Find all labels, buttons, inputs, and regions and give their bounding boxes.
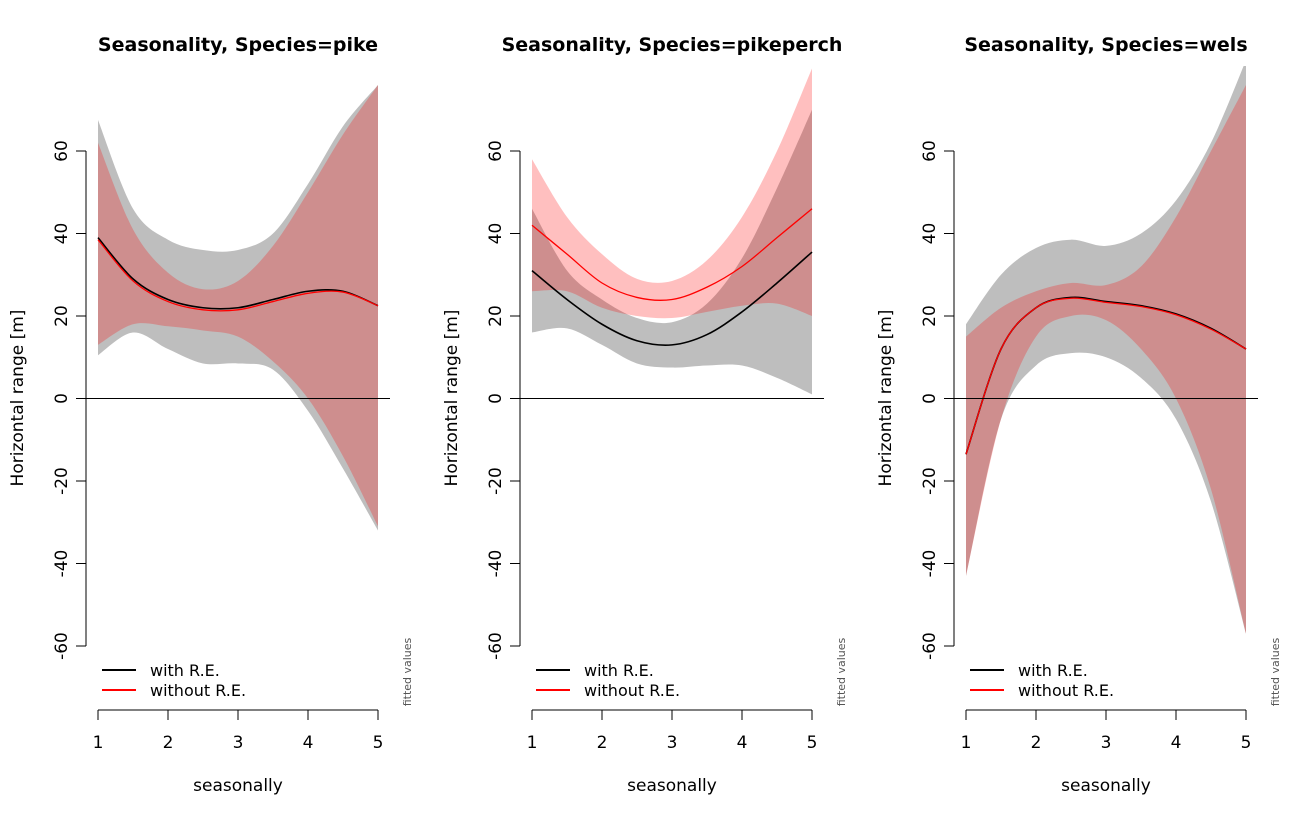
x-tick-label: 3 [233, 733, 244, 753]
x-tick-label: 4 [737, 733, 748, 753]
legend: with R.E.without R.E. [970, 661, 1114, 700]
confidence-band-without-re [532, 68, 812, 319]
series-line-without-re [97, 239, 379, 312]
legend: with R.E.without R.E. [536, 661, 680, 700]
fitted-values-note: fitted values [835, 637, 848, 706]
fitted-values-note: fitted values [1269, 637, 1282, 706]
y-tick-label: 60 [920, 140, 940, 162]
y-tick-label: 0 [52, 393, 72, 404]
y-tick-label: 40 [486, 223, 506, 245]
legend-label: without R.E. [584, 681, 680, 700]
y-tick-label: 40 [52, 223, 72, 245]
x-axis-label: seasonally [1061, 776, 1151, 796]
y-tick-label: 60 [486, 140, 506, 162]
y-tick-label: -60 [486, 632, 506, 660]
x-tick-label: 1 [961, 733, 972, 753]
confidence-band-with-re [532, 109, 812, 395]
y-tick-label: 0 [486, 393, 506, 404]
legend-label: without R.E. [1018, 681, 1114, 700]
legend-label: with R.E. [150, 661, 220, 680]
y-tick-label: 20 [920, 305, 940, 327]
plot-area [97, 85, 379, 531]
series-line-without-re [531, 208, 813, 301]
y-tick-label: -60 [920, 632, 940, 660]
x-tick-label: 3 [667, 733, 678, 753]
x-tick-label: 1 [93, 733, 104, 753]
legend-label: with R.E. [584, 661, 654, 680]
y-tick-label: -40 [52, 550, 72, 578]
y-tick-label: 20 [52, 305, 72, 327]
legend-label: with R.E. [1018, 661, 1088, 680]
x-tick-label: 5 [373, 733, 384, 753]
y-tick-label: 0 [920, 393, 940, 404]
x-axis-label: seasonally [193, 776, 283, 796]
x-tick-label: 2 [163, 733, 174, 753]
y-tick-label: -20 [920, 467, 940, 495]
x-tick-label: 2 [597, 733, 608, 753]
y-tick-label: 40 [920, 223, 940, 245]
y-tick-label: -60 [52, 632, 72, 660]
chart-title: Seasonality, Species=pikeperch [502, 34, 843, 56]
x-tick-label: 4 [1171, 733, 1182, 753]
x-tick-label: 5 [807, 733, 818, 753]
confidence-band-without-re [98, 85, 378, 527]
panel-2: -60 -40 -20 0 20 40 60 1 2 3 4 5 Seasonality, Specie… [442, 34, 848, 796]
y-tick-label: 20 [486, 305, 506, 327]
plot-area [531, 68, 813, 395]
series-line-with-re [97, 237, 379, 310]
panel-3: -60 -40 -20 0 20 40 60 1 2 3 4 5 Seasonality, Specie… [876, 34, 1282, 796]
x-tick-label: 3 [1101, 733, 1112, 753]
plot-area [965, 66, 1247, 634]
fitted-values-note: fitted values [401, 637, 414, 706]
x-axis-label: seasonally [627, 776, 717, 796]
y-tick-label: -40 [920, 550, 940, 578]
legend-label: without R.E. [150, 681, 246, 700]
chart-title: Seasonality, Species=wels [964, 34, 1247, 56]
y-axis-label: Horizontal range [m] [442, 310, 462, 487]
panel-1: -60 -40 -20 0 20 40 60 1 2 3 4 5 Seasonality, Specie… [8, 34, 414, 796]
x-tick-label: 1 [527, 733, 538, 753]
x-tick-label: 4 [303, 733, 314, 753]
y-tick-label: 60 [52, 140, 72, 162]
series-line-without-re [965, 297, 1247, 455]
y-tick-label: -20 [52, 467, 72, 495]
series-line-with-re [531, 251, 813, 346]
chart-title: Seasonality, Species=pike [98, 34, 378, 56]
y-tick-label: -20 [486, 467, 506, 495]
y-axis-label: Horizontal range [m] [8, 310, 28, 487]
confidence-band-without-re [966, 85, 1246, 634]
confidence-band-with-re [966, 66, 1246, 634]
x-tick-label: 2 [1031, 733, 1042, 753]
x-tick-label: 5 [1241, 733, 1252, 753]
y-tick-label: -40 [486, 550, 506, 578]
legend: with R.E.without R.E. [102, 661, 246, 700]
y-axis-label: Horizontal range [m] [876, 310, 896, 487]
